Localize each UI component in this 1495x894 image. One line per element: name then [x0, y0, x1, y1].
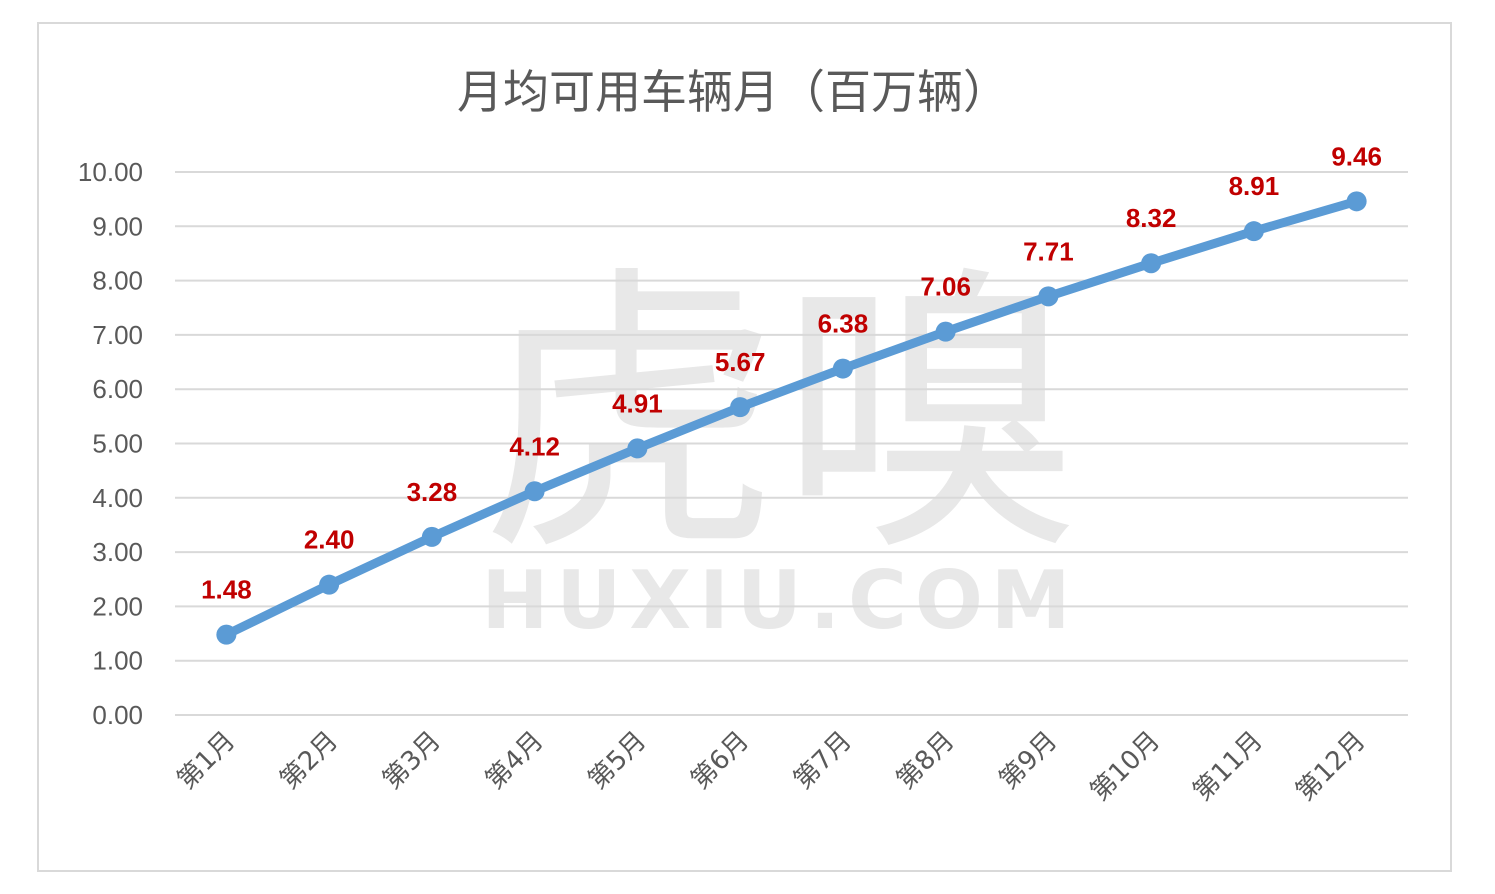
data-point — [319, 574, 340, 595]
data-label: 3.28 — [407, 477, 458, 507]
data-label: 7.06 — [920, 272, 971, 302]
y-tick-label: 8.00 — [92, 266, 143, 296]
data-point — [1141, 253, 1162, 274]
watermark-glyphs: 虎嗅 — [480, 242, 1080, 591]
data-label: 2.40 — [304, 525, 355, 555]
y-tick-label: 9.00 — [92, 211, 143, 241]
x-tick-label: 第9月 — [994, 726, 1064, 796]
x-tick-label: 第11月 — [1187, 726, 1268, 807]
data-label: 7.71 — [1023, 236, 1074, 266]
data-point — [524, 481, 545, 502]
chart-title: 月均可用车辆月（百万辆） — [457, 65, 1009, 119]
x-tick-label: 第6月 — [685, 726, 755, 796]
chart-frame — [37, 22, 1452, 872]
data-point — [832, 358, 853, 379]
data-point — [627, 438, 648, 459]
x-tick-label: 第1月 — [172, 726, 242, 796]
watermark: 虎嗅 HUXIU.COM — [480, 242, 1080, 647]
y-tick-label: 5.00 — [92, 429, 143, 459]
data-label: 6.38 — [818, 309, 869, 339]
y-axis-ticks: 0.00 1.00 2.00 3.00 4.00 5.00 6.00 7.00 8.00 9.00… — [78, 157, 143, 730]
data-point — [421, 526, 442, 547]
y-tick-label: 2.00 — [92, 591, 143, 621]
x-tick-label: 第5月 — [583, 726, 653, 796]
data-point — [1346, 191, 1367, 212]
data-label: 9.46 — [1331, 141, 1382, 171]
y-tick-label: 0.00 — [92, 700, 143, 730]
data-label: 8.91 — [1229, 171, 1280, 201]
x-tick-label: 第10月 — [1085, 726, 1166, 807]
data-point — [216, 624, 237, 645]
y-tick-label: 7.00 — [92, 320, 143, 350]
y-tick-label: 10.00 — [78, 157, 143, 187]
data-point — [935, 321, 956, 342]
data-label: 4.12 — [509, 431, 560, 461]
data-labels: 1.48 2.40 3.28 4.12 4.91 5.67 6.38 7.06 7.71 8.32… — [201, 141, 1382, 604]
y-tick-label: 6.00 — [92, 374, 143, 404]
data-point — [1038, 286, 1059, 307]
gridlines — [175, 171, 1408, 716]
watermark-text: HUXIU.COM — [481, 554, 1078, 647]
y-tick-label: 1.00 — [92, 646, 143, 676]
data-label: 8.32 — [1126, 203, 1177, 233]
x-tick-label: 第2月 — [274, 726, 344, 796]
x-tick-label: 第8月 — [891, 726, 961, 796]
y-tick-label: 3.00 — [92, 537, 143, 567]
x-tick-label: 第12月 — [1290, 726, 1371, 807]
series-polyline — [221, 196, 1362, 640]
data-label: 1.48 — [201, 575, 252, 605]
series-line — [216, 191, 1367, 645]
x-tick-label: 第4月 — [480, 726, 550, 796]
data-point — [730, 397, 751, 418]
x-tick-label: 第3月 — [377, 726, 447, 796]
y-tick-label: 4.00 — [92, 483, 143, 513]
x-tick-label: 第7月 — [788, 726, 858, 796]
data-label: 5.67 — [715, 347, 766, 377]
data-label: 4.91 — [612, 388, 663, 418]
x-axis-ticks: 第1月 第2月 第3月 第4月 第5月 第6月 第7月 第8月 第9月 第10月 第11月 第12月 — [172, 726, 1372, 807]
data-point — [1243, 221, 1264, 242]
